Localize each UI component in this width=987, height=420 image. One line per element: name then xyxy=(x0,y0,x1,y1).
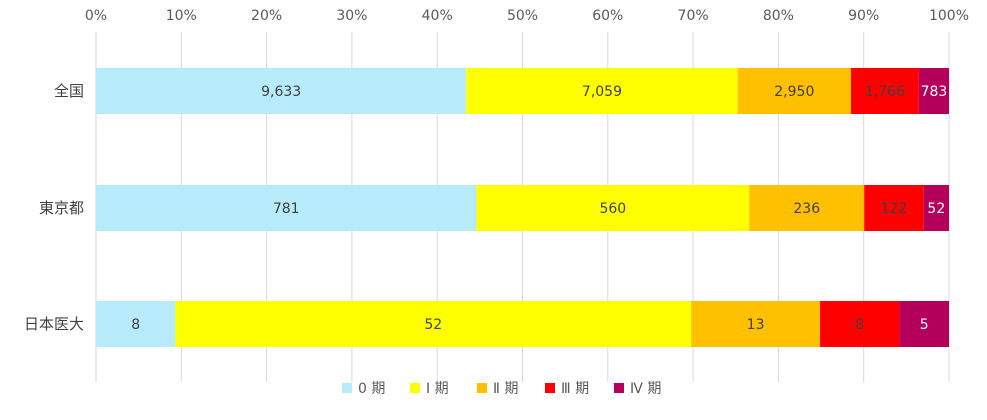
data-label: 5 xyxy=(920,317,929,333)
category-label: 東京都 xyxy=(39,199,84,217)
x-tick-label: 70% xyxy=(678,8,709,24)
x-tick-label: 100% xyxy=(929,8,969,24)
data-label: 13 xyxy=(747,317,765,333)
legend-swatch xyxy=(410,383,420,393)
legend-label: 0 期 xyxy=(358,381,385,397)
bar-segment xyxy=(466,68,738,114)
legend: 0 期 Ⅰ 期 Ⅱ 期 Ⅲ 期 Ⅳ 期 xyxy=(342,381,661,397)
data-label: 781 xyxy=(273,201,300,217)
data-label: 236 xyxy=(793,201,820,217)
x-tick-label: 10% xyxy=(166,8,197,24)
data-label: 52 xyxy=(927,201,945,217)
bar-segment xyxy=(476,185,750,231)
x-tick-label: 50% xyxy=(507,8,538,24)
data-label: 560 xyxy=(599,201,626,217)
x-tick-label: 20% xyxy=(251,8,282,24)
bar-segment xyxy=(923,185,949,231)
bar-segment xyxy=(96,301,176,347)
bar-segment xyxy=(96,68,467,114)
data-label: 783 xyxy=(921,84,948,100)
x-tick-label: 60% xyxy=(592,8,623,24)
category-label: 日本医大 xyxy=(24,315,84,333)
data-label: 2,950 xyxy=(774,84,814,100)
bar-segment xyxy=(899,301,949,347)
data-label: 1,766 xyxy=(865,84,905,100)
bars: 9,633 7,059 2,950 1,766 783 781 560 236 122 52 8 52… xyxy=(96,68,949,347)
x-tick-label: 30% xyxy=(336,8,367,24)
x-axis-tick-labels: 0% 10% 20% 30% 40% 50% 60% 70% 80% 90% 100% xyxy=(85,8,969,24)
data-label: 9,633 xyxy=(261,84,301,100)
bar-segment xyxy=(864,185,924,231)
bar-segment xyxy=(691,301,821,347)
bar-segment xyxy=(749,185,865,231)
legend-swatch xyxy=(342,383,352,393)
legend-swatch xyxy=(545,383,555,393)
legend-label: Ⅱ 期 xyxy=(493,381,518,397)
data-label: 8 xyxy=(131,317,140,333)
bar-segment xyxy=(737,68,852,114)
legend-label: Ⅳ 期 xyxy=(630,381,661,397)
x-tick-label: 40% xyxy=(422,8,453,24)
legend-swatch xyxy=(614,383,624,393)
x-tick-label: 80% xyxy=(763,8,794,24)
bar-segment xyxy=(175,301,692,347)
legend-swatch xyxy=(477,383,487,393)
bar-segment xyxy=(96,185,477,231)
legend-label: Ⅲ 期 xyxy=(561,381,589,397)
data-label: 7,059 xyxy=(582,84,622,100)
legend-label: Ⅰ 期 xyxy=(426,381,449,397)
x-tick-label: 90% xyxy=(848,8,879,24)
category-label: 全国 xyxy=(54,82,84,100)
data-label: 8 xyxy=(855,317,864,333)
bar-segment xyxy=(851,68,919,114)
data-label: 52 xyxy=(424,317,442,333)
data-label: 122 xyxy=(881,201,908,217)
bar-segment xyxy=(918,68,949,114)
bar-segment xyxy=(820,301,900,347)
x-tick-label: 0% xyxy=(85,8,107,24)
